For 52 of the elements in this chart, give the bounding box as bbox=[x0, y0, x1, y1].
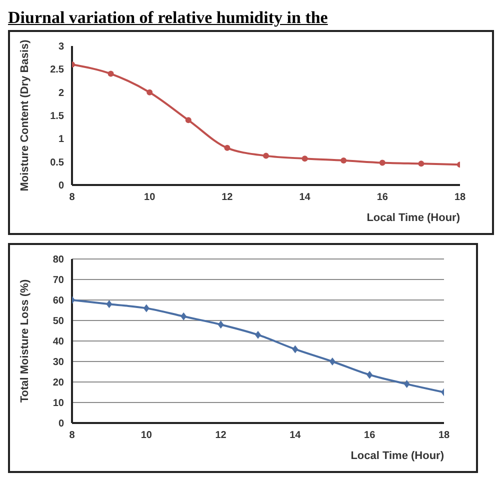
x-tick-label: 10 bbox=[140, 430, 152, 442]
point bbox=[366, 370, 373, 379]
y-tick-label: 3 bbox=[58, 42, 64, 53]
x-tick-label: 16 bbox=[376, 192, 388, 204]
y-tick-label: 60 bbox=[52, 296, 64, 307]
x-tick-label: 8 bbox=[69, 192, 76, 204]
point bbox=[218, 320, 224, 329]
y-axis-title: Total Moisture Loss (%) bbox=[18, 279, 31, 403]
x-axis-title: Local Time (Hour) bbox=[350, 450, 444, 462]
point bbox=[302, 156, 308, 162]
y-tick-label: 70 bbox=[52, 275, 64, 286]
y-tick-label: 0.5 bbox=[50, 157, 64, 168]
y-tick-label: 30 bbox=[52, 357, 64, 368]
chart-title: Diurnal variation of relative humidity in the bbox=[8, 8, 329, 28]
point bbox=[106, 300, 112, 308]
x-tick-label: 18 bbox=[454, 192, 466, 204]
x-tick-label: 12 bbox=[215, 430, 227, 442]
x-tick-label: 12 bbox=[222, 192, 234, 204]
x-axis-title: Local Time (Hour) bbox=[366, 212, 460, 224]
x-tick-label: 18 bbox=[438, 430, 450, 442]
y-tick-label: 2 bbox=[58, 88, 64, 99]
point bbox=[146, 89, 153, 96]
point bbox=[180, 312, 187, 320]
point bbox=[379, 160, 386, 166]
point bbox=[340, 157, 347, 164]
x-tick-label: 10 bbox=[144, 192, 156, 204]
y-tick-label: 1.5 bbox=[50, 111, 64, 122]
point bbox=[143, 304, 150, 312]
y-tick-label: 40 bbox=[52, 336, 64, 348]
x-tick-label: 8 bbox=[69, 430, 76, 442]
x-tick-label: 14 bbox=[299, 192, 311, 204]
point bbox=[108, 70, 114, 77]
y-tick-label: 0 bbox=[58, 180, 64, 192]
y-tick-label: 50 bbox=[52, 316, 64, 328]
x-tick-label: 14 bbox=[290, 430, 302, 442]
x-tick-label: 16 bbox=[364, 430, 376, 442]
line-series bbox=[72, 62, 460, 168]
point bbox=[263, 152, 269, 159]
y-tick-label: 10 bbox=[52, 398, 64, 410]
point bbox=[418, 160, 424, 167]
y-tick-label: 0 bbox=[58, 418, 64, 430]
point bbox=[224, 144, 230, 151]
y-tick-label: 2.5 bbox=[50, 64, 64, 76]
point bbox=[329, 358, 336, 366]
point bbox=[292, 345, 298, 354]
y-tick-label: 80 bbox=[52, 254, 64, 266]
y-axis-title: Moisture Content (Dry Basis) bbox=[18, 39, 31, 192]
point bbox=[404, 380, 410, 388]
y-tick-label: 20 bbox=[52, 378, 64, 389]
point bbox=[185, 117, 192, 124]
point bbox=[255, 330, 261, 339]
y-tick-label: 1 bbox=[58, 134, 64, 146]
